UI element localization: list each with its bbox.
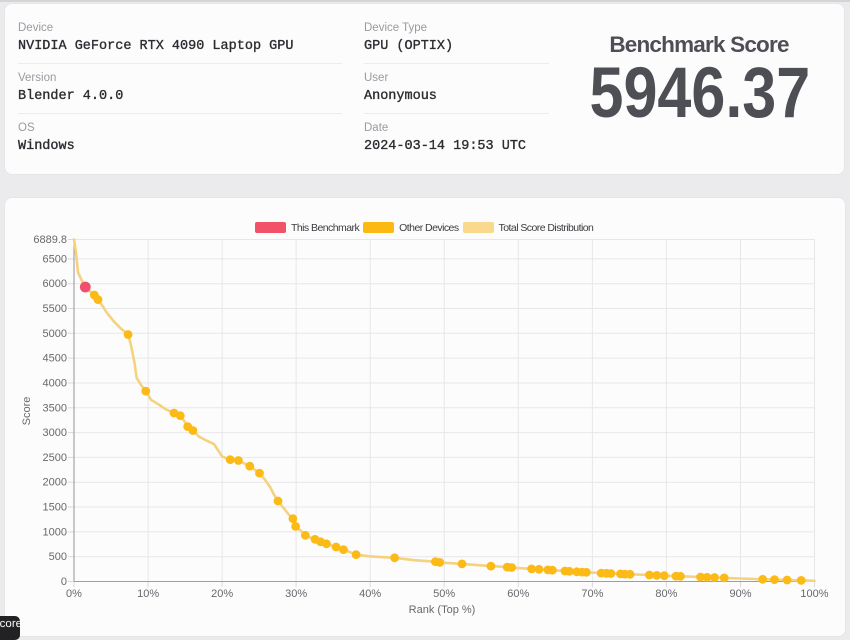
svg-text:4000: 4000 xyxy=(43,378,67,390)
svg-text:40%: 40% xyxy=(359,588,381,600)
svg-text:100%: 100% xyxy=(800,588,828,600)
svg-text:6000: 6000 xyxy=(43,278,67,290)
svg-text:1000: 1000 xyxy=(43,526,67,538)
svg-text:1500: 1500 xyxy=(43,502,67,514)
svg-text:500: 500 xyxy=(49,551,67,563)
svg-text:5000: 5000 xyxy=(43,328,67,340)
svg-text:Score: Score xyxy=(0,618,20,630)
svg-text:6889.8: 6889.8 xyxy=(33,234,67,246)
svg-text:90%: 90% xyxy=(729,588,751,600)
svg-text:2000: 2000 xyxy=(43,477,67,489)
svg-text:Rank (Top %): Rank (Top %) xyxy=(409,604,476,616)
svg-text:Score: Score xyxy=(21,397,33,426)
svg-text:0: 0 xyxy=(61,576,67,588)
svg-text:30%: 30% xyxy=(285,588,307,600)
svg-text:2500: 2500 xyxy=(43,452,67,464)
svg-text:5500: 5500 xyxy=(43,303,67,315)
svg-text:80%: 80% xyxy=(655,588,677,600)
svg-text:6500: 6500 xyxy=(43,253,67,265)
svg-text:0%: 0% xyxy=(66,588,82,600)
svg-text:60%: 60% xyxy=(507,588,529,600)
svg-text:50%: 50% xyxy=(433,588,455,600)
svg-text:4500: 4500 xyxy=(43,353,67,365)
svg-text:3000: 3000 xyxy=(43,427,67,439)
svg-text:10%: 10% xyxy=(137,588,159,600)
svg-text:3500: 3500 xyxy=(43,402,67,414)
svg-text:20%: 20% xyxy=(211,588,233,600)
svg-text:70%: 70% xyxy=(581,588,603,600)
